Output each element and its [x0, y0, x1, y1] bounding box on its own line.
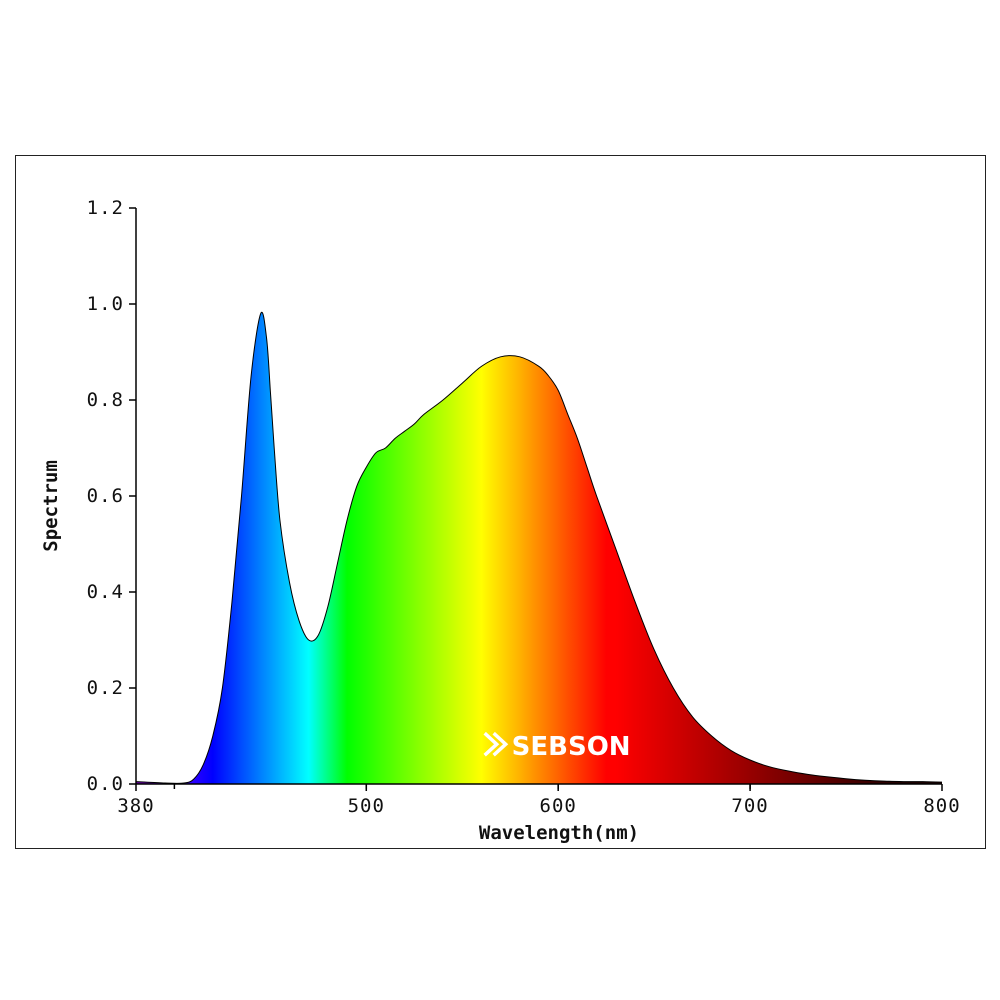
y-tick-label: 0.4 [87, 581, 124, 603]
chart-frame: 0.0 0.2 0.4 0.6 0.8 1.0 1.2 380 500 600 700 800 Wav… [15, 155, 986, 849]
y-tick-label: 1.0 [87, 293, 124, 315]
ticks: 0.0 0.2 0.4 0.6 0.8 1.0 1.2 380 500 600 700 800 [87, 197, 960, 817]
spectrum-line [135, 311, 943, 784]
spectrum-area [136, 312, 942, 784]
plot-area [135, 311, 943, 784]
y-tick-label: 0.6 [87, 485, 124, 507]
chevron-icon [492, 731, 509, 757]
y-axis-title: Spectrum [40, 460, 62, 552]
sebson-logo: SEBSON [483, 731, 631, 762]
y-tick-label: 1.2 [87, 197, 124, 219]
spectrum-chart: 0.0 0.2 0.4 0.6 0.8 1.0 1.2 380 500 600 700 800 Wav… [40, 197, 960, 844]
x-tick-label: 800 [923, 795, 960, 817]
x-tick-label: 600 [540, 795, 577, 817]
y-tick-label: 0.8 [87, 389, 124, 411]
logo-text: SEBSON [512, 732, 631, 762]
x-axis-title: Wavelength(nm) [479, 822, 639, 844]
chevron-icon [483, 731, 500, 757]
y-tick-label: 0.2 [87, 677, 124, 699]
y-tick-label: 0.0 [87, 773, 124, 795]
x-tick-label: 700 [731, 795, 768, 817]
x-tick-label: 380 [117, 795, 154, 817]
x-tick-label: 500 [348, 795, 385, 817]
